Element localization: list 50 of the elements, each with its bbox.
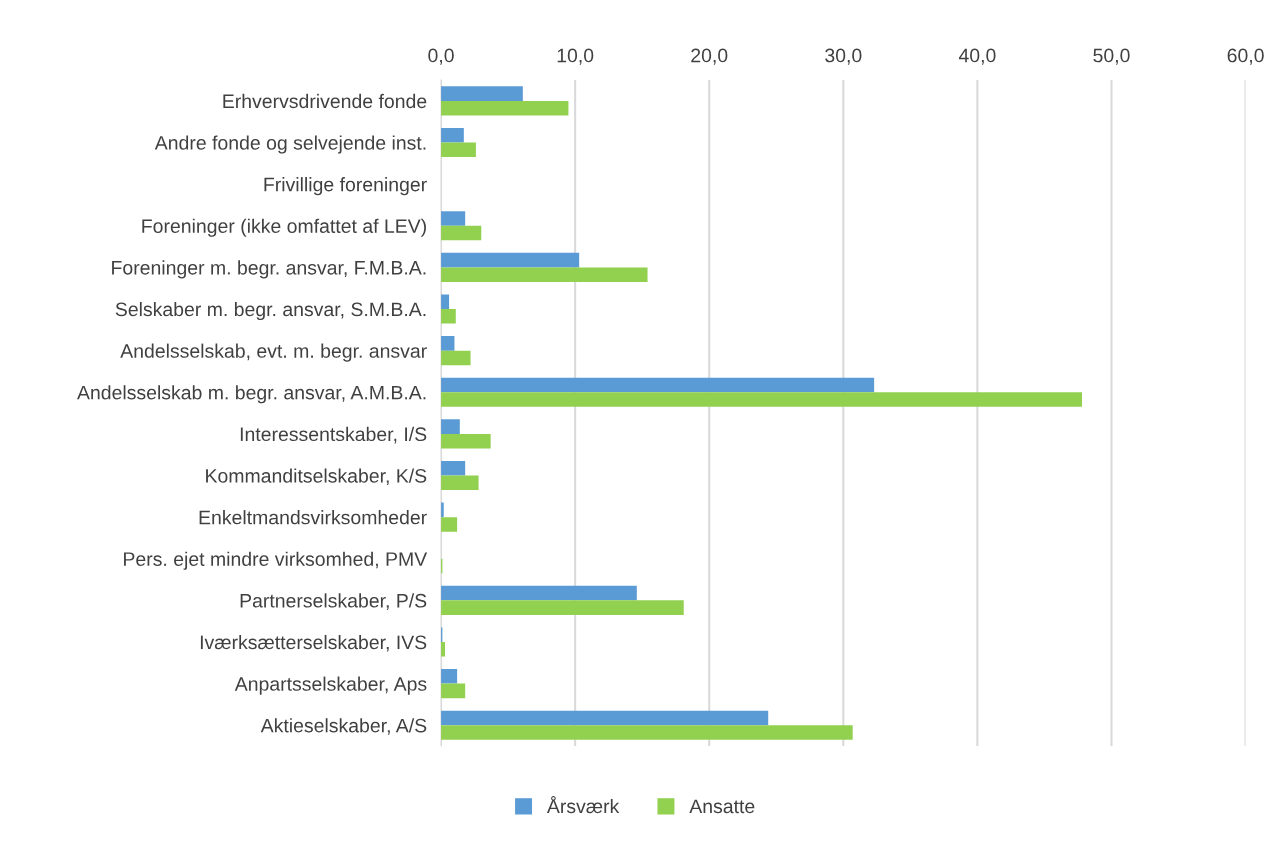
x-tick-label: 60,0 xyxy=(1227,48,1264,65)
y-tick-label: Partnerselskaber, P/S xyxy=(240,593,427,610)
bar xyxy=(441,142,476,158)
y-tick-label: Foreninger (ikke omfattet af LEV) xyxy=(142,218,426,237)
x-tick-label: 10,0 xyxy=(557,48,594,65)
y-tick-label: Andelsselskab m. begr. ansvar, A.M.B.A. xyxy=(77,385,426,404)
y-tick-label: Aktieselskaber, A/S xyxy=(260,718,427,735)
bar xyxy=(441,419,460,434)
y-tick-label: Enkeltmandsvirksomheder xyxy=(199,510,427,525)
bar xyxy=(441,460,466,476)
bar xyxy=(441,350,471,366)
bar xyxy=(441,669,458,684)
bar xyxy=(441,475,479,491)
bar xyxy=(441,294,450,310)
x-tick-label: 40,0 xyxy=(958,48,996,65)
bar xyxy=(441,585,637,601)
bar xyxy=(441,225,482,241)
bar xyxy=(441,127,464,143)
y-tick-label: Pers. ejet mindre virksomhed, PMV xyxy=(124,551,428,570)
legend-label: Årsværk xyxy=(546,796,620,814)
bar xyxy=(441,86,523,101)
y-tick-label: Erhvervsdrivende fonde xyxy=(223,93,427,109)
y-tick-label: Kommanditselskaber, K/S xyxy=(206,468,427,486)
y-tick-label: Anpartsselskaber, Aps xyxy=(234,676,427,695)
x-tick-label: 30,0 xyxy=(825,48,862,65)
y-tick-label: Selskaber m. begr. ansvar, S.M.B.A. xyxy=(115,301,426,321)
bar xyxy=(441,377,875,393)
bar xyxy=(441,252,580,268)
y-tick-label: Andre fonde og selvejende inst. xyxy=(154,135,426,154)
x-tick-label: 50,0 xyxy=(1093,48,1130,65)
bar xyxy=(441,710,769,726)
y-tick-label: Interessentskaber, I/S xyxy=(240,426,427,444)
x-tick-label: 20,0 xyxy=(691,48,728,65)
bar xyxy=(441,433,491,449)
bar xyxy=(441,100,569,116)
legend-label: Ansatte xyxy=(689,799,755,814)
bar xyxy=(441,267,648,282)
bar xyxy=(441,725,853,740)
bar xyxy=(441,309,456,324)
bar xyxy=(441,336,455,351)
bar xyxy=(441,211,466,226)
x-tick-label: 0,0 xyxy=(428,48,454,65)
y-tick-label: Foreninger m. begr. ansvar, F.M.B.A. xyxy=(112,260,426,279)
y-tick-label: Frivillige foreninger xyxy=(264,177,427,196)
y-tick-label: Iværksætterselskaber, IVS xyxy=(200,634,427,652)
bar xyxy=(441,683,466,699)
y-tick-label: Andelsselskab, evt. m. begr. ansvar xyxy=(120,343,427,362)
bar xyxy=(441,600,684,615)
bar xyxy=(441,392,1082,407)
bar xyxy=(441,517,458,532)
